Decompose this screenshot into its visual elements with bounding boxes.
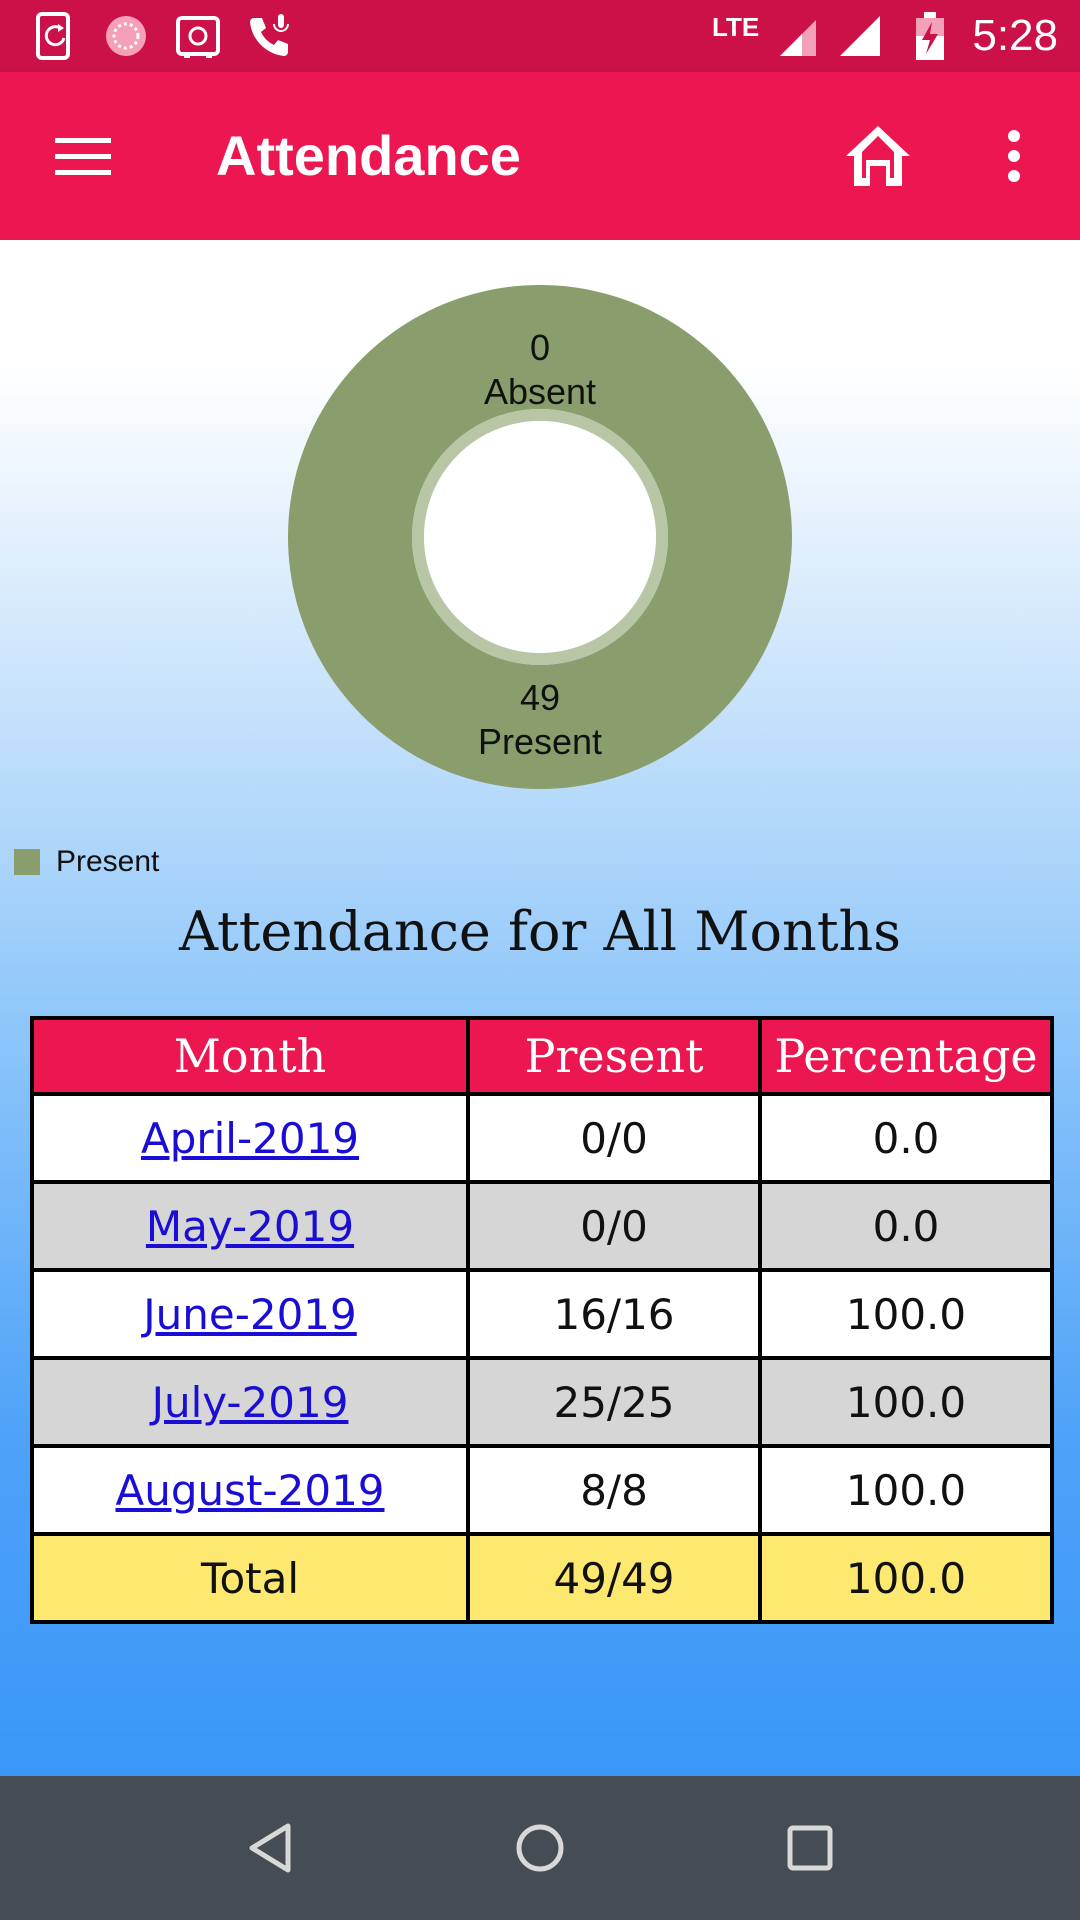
percentage-cell: 0.0 [758, 1180, 1054, 1272]
header-month: Month [30, 1016, 470, 1096]
table-row: June-2019 16/16 100.0 [30, 1268, 1054, 1360]
header-percentage: Percentage [758, 1016, 1054, 1096]
donut-hole [424, 421, 656, 653]
table-row: July-2019 25/25 100.0 [30, 1356, 1054, 1448]
month-cell: April-2019 [30, 1092, 470, 1184]
month-link[interactable]: July-2019 [151, 1377, 349, 1427]
home-circle-icon[interactable] [504, 1812, 576, 1884]
absent-label: Absent [483, 371, 597, 412]
table-row: April-2019 0/0 0.0 [30, 1092, 1054, 1184]
present-cell: 0/0 [466, 1180, 762, 1272]
month-link[interactable]: May-2019 [145, 1201, 355, 1251]
month-link[interactable]: August-2019 [115, 1465, 385, 1515]
home-icon[interactable] [838, 116, 918, 196]
present-cell: 16/16 [466, 1268, 762, 1360]
total-percentage-cell: 100.0 [758, 1532, 1054, 1624]
percentage-cell: 100.0 [758, 1444, 1054, 1536]
month-cell: May-2019 [30, 1180, 470, 1272]
more-vert-icon[interactable] [990, 116, 1038, 196]
page-title: Attendance [216, 124, 521, 187]
absent-value-label: 0 [529, 327, 551, 368]
back-icon[interactable] [234, 1812, 306, 1884]
network-type: LTE [712, 12, 760, 42]
present-cell: 0/0 [466, 1092, 762, 1184]
section-title: Attendance for All Months [178, 900, 902, 963]
battery-charging-icon [916, 12, 944, 60]
total-label-cell: Total [30, 1532, 470, 1624]
safe-icon [176, 16, 220, 58]
app-bar: Attendance [0, 72, 1080, 240]
month-link[interactable]: June-2019 [143, 1289, 357, 1339]
month-link[interactable]: April-2019 [140, 1113, 360, 1163]
chart-legend: Present [14, 840, 159, 884]
donut-svg [287, 285, 792, 789]
table-header-row: Month Present Percentage [30, 1016, 1054, 1096]
attendance-donut-chart: 0 Absent 49 Present [0, 240, 1080, 840]
present-value-label: 49 [519, 677, 561, 718]
signal-icon [780, 20, 816, 56]
month-cell: July-2019 [30, 1356, 470, 1448]
header-present: Present [466, 1016, 762, 1096]
percentage-cell: 0.0 [758, 1092, 1054, 1184]
content-area: 0 Absent 49 Present Present Attendance f… [0, 240, 1080, 1776]
table-row: August-2019 8/8 100.0 [30, 1444, 1054, 1536]
loading-icon [106, 16, 146, 56]
month-cell: June-2019 [30, 1268, 470, 1360]
recents-icon[interactable] [774, 1812, 846, 1884]
status-bar: LTE 5:28 [0, 0, 1080, 72]
clock: 5:28 [972, 11, 1058, 60]
donut-inner-ring [412, 409, 668, 665]
present-label: Present [477, 721, 603, 762]
phone-sync-icon [36, 12, 70, 60]
present-cell: 8/8 [466, 1444, 762, 1536]
present-cell: 25/25 [466, 1356, 762, 1448]
menu-icon[interactable] [40, 116, 130, 196]
percentage-cell: 100.0 [758, 1356, 1054, 1448]
total-present-cell: 49/49 [466, 1532, 762, 1624]
total-row: Total 49/49 100.0 [30, 1532, 1054, 1624]
attendance-table: Month Present Percentage April-2019 0/0 … [30, 1016, 1054, 1624]
table-row: May-2019 0/0 0.0 [30, 1180, 1054, 1272]
percentage-cell: 100.0 [758, 1268, 1054, 1360]
navigation-bar [0, 1776, 1080, 1920]
month-cell: August-2019 [30, 1444, 470, 1536]
donut-slice-present [287, 285, 792, 789]
legend-label-present: Present [56, 845, 160, 878]
legend-swatch [14, 849, 40, 875]
signal-icon [840, 16, 880, 56]
call-icon [250, 14, 289, 56]
